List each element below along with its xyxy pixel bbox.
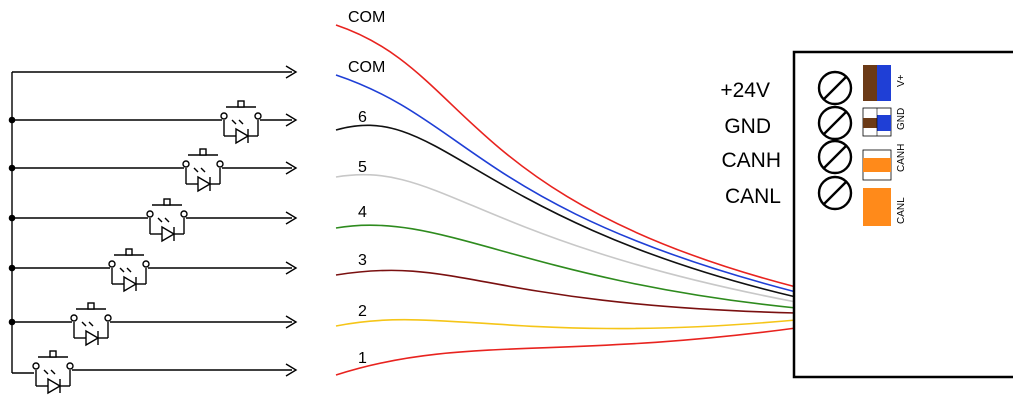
wire-label-6: 6	[358, 109, 367, 126]
wire-5-grey	[335, 173, 797, 303]
push-button-led-1	[12, 350, 298, 395]
terminal-label-canl: CANL	[725, 185, 781, 208]
terminal-screw-2	[817, 105, 853, 141]
wire-2-yellow	[335, 318, 797, 330]
pin-canl: CANL	[863, 188, 907, 226]
wire-com-red	[335, 24, 797, 288]
wire-label-2: 2	[358, 303, 367, 320]
wire-labels: COM COM 6 5 4 3 2 1	[348, 9, 385, 367]
terminal-labels: +24V GND CANH CANL	[720, 79, 781, 208]
wire-6-black	[335, 124, 797, 298]
terminal-screws	[817, 70, 853, 211]
wire-com-blue	[335, 74, 797, 293]
pin-label: V+	[896, 74, 907, 87]
terminal-screw-4	[817, 175, 853, 211]
push-button-led-6	[8, 100, 298, 145]
can-module: V+ GND CANH CANL	[792, 50, 1013, 379]
push-button-led-3	[8, 248, 298, 293]
push-button-led-5	[8, 148, 298, 193]
terminal-label-24v: +24V	[720, 79, 770, 102]
wire-label-com-1: COM	[348, 9, 385, 26]
pin-label: CANH	[896, 144, 907, 172]
terminal-label-gnd: GND	[724, 115, 771, 138]
wire-bundle	[335, 24, 797, 376]
terminal-screw-1	[817, 70, 853, 106]
button-circuit	[8, 65, 298, 395]
pin-legend: V+ GND CANH CANL	[862, 65, 907, 226]
wire-3-darkred	[335, 269, 797, 314]
wire-4-green	[335, 224, 797, 309]
pin-label: CANL	[896, 197, 907, 224]
terminal-label-canh: CANH	[721, 149, 781, 172]
push-button-led-4	[8, 198, 298, 243]
switch-group	[8, 100, 298, 395]
push-button-led-2	[8, 302, 298, 347]
wire-label-3: 3	[358, 252, 367, 269]
wire-label-com-2: COM	[348, 59, 385, 76]
wire-1-red	[335, 327, 797, 376]
wire-label-1: 1	[358, 350, 367, 367]
pin-label: GND	[896, 108, 907, 130]
module-housing	[792, 50, 1013, 379]
com-arrow	[285, 65, 298, 79]
pin-gnd: GND	[862, 107, 907, 137]
pin-vplus: V+	[863, 65, 907, 101]
pin-canh: CANH	[862, 144, 907, 181]
wire-label-4: 4	[358, 204, 367, 221]
wire-label-5: 5	[358, 159, 367, 176]
terminal-screw-3	[817, 139, 853, 175]
